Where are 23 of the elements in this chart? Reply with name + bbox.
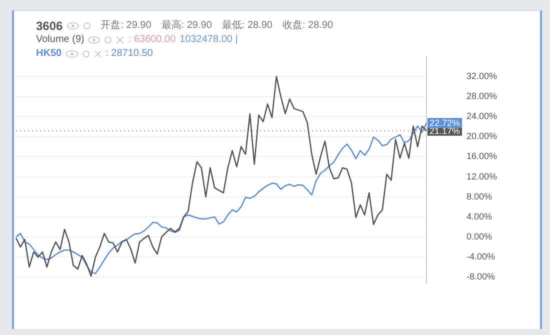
text: Volume (9) <box>36 33 84 47</box>
annotation: : 28710.50 <box>106 47 153 61</box>
text: 1032478.00 | <box>180 33 238 47</box>
text: HK50 <box>36 47 62 61</box>
text: 最低: 28.90 <box>222 19 272 33</box>
y-tick-label: -8.00% <box>466 272 496 282</box>
data-label: 21.17% <box>429 126 460 136</box>
y-tick-label: -4.00% <box>466 252 496 262</box>
y-tick-label: 8.00% <box>466 191 492 202</box>
text: 最高: 29.90 <box>161 19 212 33</box>
y-tick-label: 0.00% <box>466 231 492 242</box>
data-label: 22.72% <box>429 118 460 128</box>
y-tick-label: 32.00% <box>466 70 498 81</box>
text: 开盘: 29.90 <box>100 19 152 33</box>
text: 3606 <box>36 19 63 33</box>
y-tick-label: 28.00% <box>466 91 498 102</box>
y-tick-label: 4.00% <box>466 211 492 222</box>
text: : 63600.00 <box>128 33 176 47</box>
y-tick-label: 16.00% <box>466 151 498 162</box>
y-tick-label: 24.00% <box>466 111 498 122</box>
y-tick-label: 20.00% <box>466 131 498 142</box>
y-tick-label: 12.00% <box>466 171 498 182</box>
text: 收盘: 28.90 <box>282 19 334 33</box>
